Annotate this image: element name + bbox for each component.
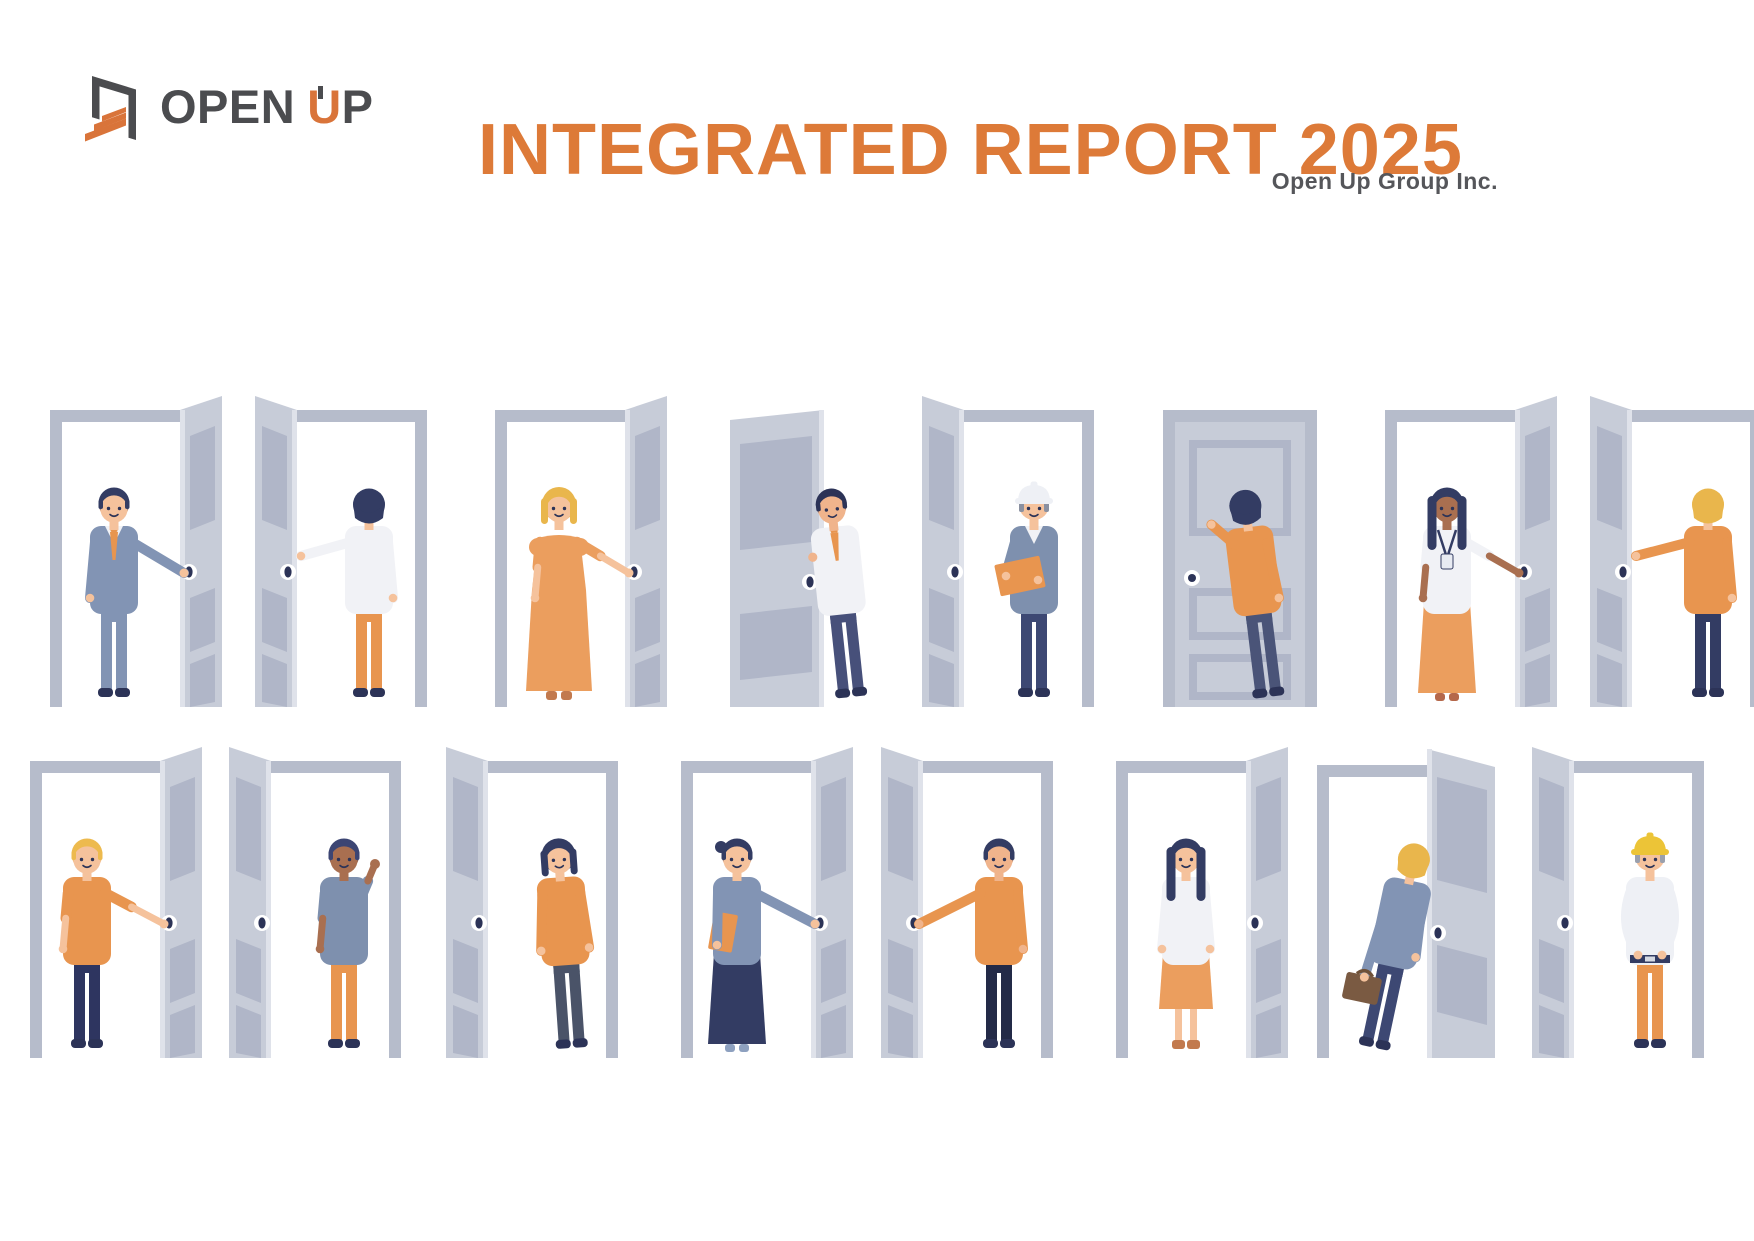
logo-text-u: U bbox=[307, 79, 342, 133]
illustration-row-2 bbox=[0, 743, 1754, 1058]
figure-man-polo-opening-door bbox=[12, 743, 202, 1058]
figure-woman-blouse-skirt-doorway bbox=[1098, 743, 1288, 1058]
figure-woman-orange-dress-door bbox=[477, 392, 668, 707]
company-name: Open Up Group Inc. bbox=[1271, 168, 1498, 194]
figure-man-waving-doorway bbox=[229, 743, 419, 1058]
figure-person-entering-door bbox=[1589, 392, 1754, 707]
door-illustrations bbox=[0, 392, 1754, 1058]
figure-man-orange-shirt-door bbox=[880, 743, 1071, 1058]
figure-woman-knocking-door bbox=[1145, 392, 1335, 707]
figure-woman-lanyard-opening-door bbox=[1367, 392, 1558, 707]
logo-text: OPEN UP bbox=[160, 83, 374, 130]
report-title: INTEGRATED REPORT 2025 bbox=[478, 110, 1463, 191]
figure-woman-walking-through-door bbox=[254, 392, 445, 707]
figure-man-peeking-door bbox=[700, 392, 890, 707]
figure-worker-yellow-hardhat-doorway bbox=[1531, 743, 1722, 1058]
figure-woman-carrying-folder-door bbox=[663, 743, 854, 1058]
open-door-icon bbox=[85, 76, 136, 142]
logo-text-open: OPEN bbox=[160, 79, 296, 133]
figure-worker-hardhat-clipboard bbox=[922, 392, 1112, 707]
figure-woman-leaning-doorframe bbox=[446, 743, 636, 1058]
openup-logo: OPEN UP bbox=[78, 70, 374, 142]
figure-businessman-opening-door bbox=[32, 392, 222, 707]
logo-text-p: P bbox=[341, 79, 374, 133]
figure-person-briefcase-peeking-door bbox=[1315, 743, 1505, 1058]
illustration-row-1 bbox=[0, 392, 1754, 707]
